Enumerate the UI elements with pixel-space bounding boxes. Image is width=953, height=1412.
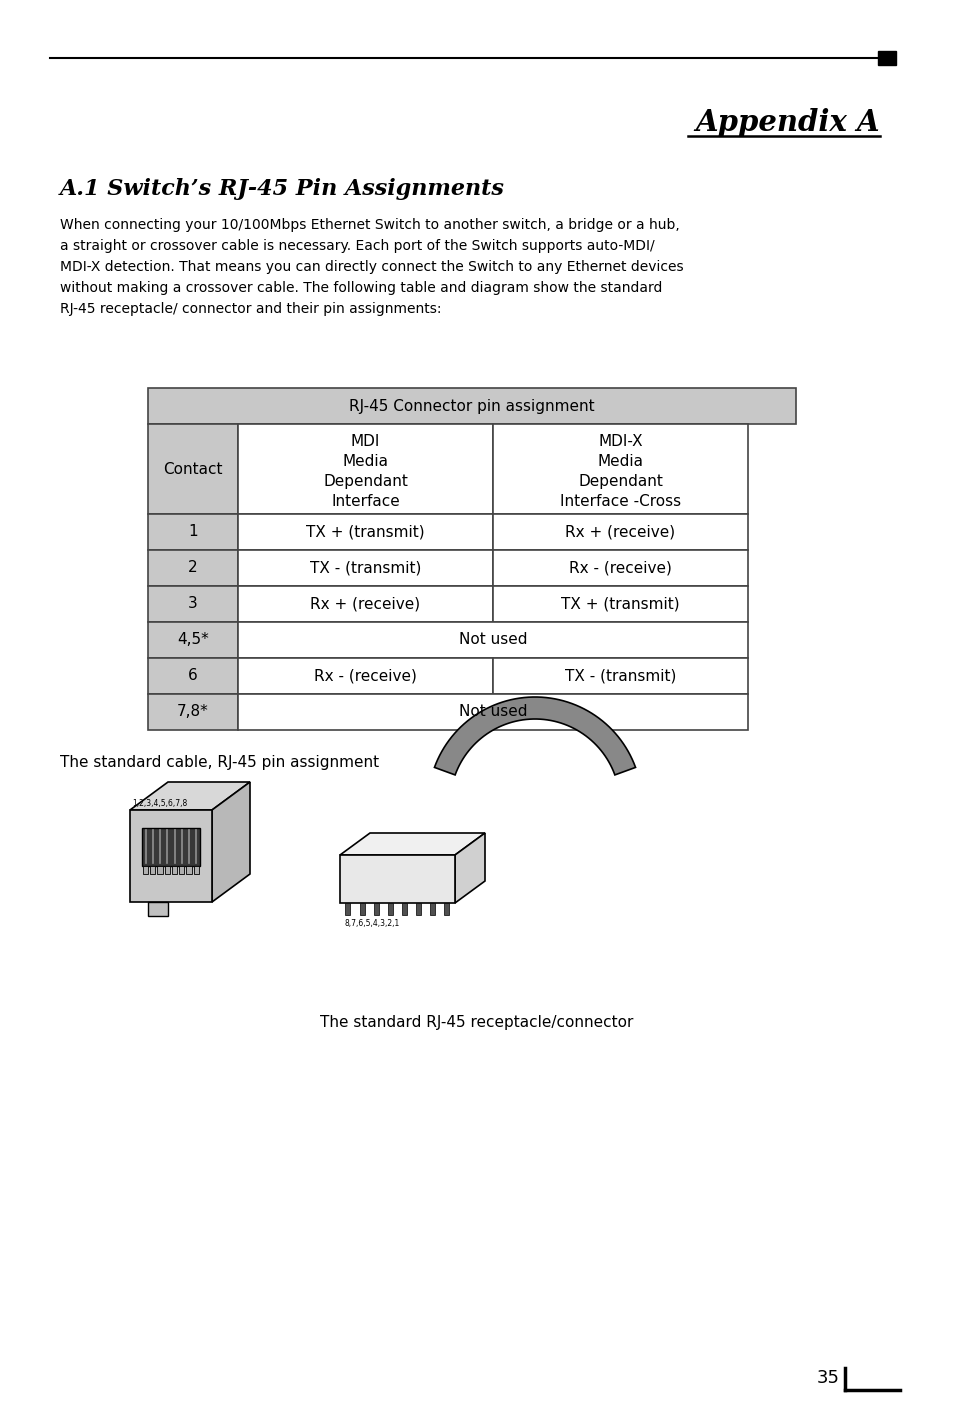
Polygon shape bbox=[148, 902, 168, 916]
Text: Media: Media bbox=[597, 455, 643, 469]
Text: A.1 Switch’s RJ-45 Pin Assignments: A.1 Switch’s RJ-45 Pin Assignments bbox=[60, 178, 504, 201]
Text: RJ-45 Connector pin assignment: RJ-45 Connector pin assignment bbox=[349, 398, 594, 414]
Bar bbox=[148, 623, 237, 658]
Text: RJ-45 receptacle/ connector and their pin assignments:: RJ-45 receptacle/ connector and their pi… bbox=[60, 302, 441, 316]
Text: The standard cable, RJ-45 pin assignment: The standard cable, RJ-45 pin assignment bbox=[60, 755, 378, 770]
Bar bbox=[430, 904, 435, 915]
Text: 1: 1 bbox=[188, 524, 197, 539]
Text: MDI-X detection. That means you can directly connect the Switch to any Ethernet : MDI-X detection. That means you can dire… bbox=[60, 260, 683, 274]
Text: When connecting your 10/100Mbps Ethernet Switch to another switch, a bridge or a: When connecting your 10/100Mbps Ethernet… bbox=[60, 217, 679, 232]
Text: Rx - (receive): Rx - (receive) bbox=[569, 561, 671, 576]
Bar bbox=[142, 827, 200, 866]
Text: 2: 2 bbox=[188, 561, 197, 576]
Bar bbox=[237, 623, 747, 658]
Bar bbox=[150, 866, 155, 874]
Bar bbox=[193, 866, 199, 874]
Bar bbox=[374, 904, 378, 915]
Text: Dependant: Dependant bbox=[323, 474, 408, 489]
Bar bbox=[877, 51, 895, 65]
Polygon shape bbox=[455, 833, 484, 904]
Bar bbox=[493, 551, 747, 586]
Bar bbox=[143, 866, 148, 874]
Text: Media: Media bbox=[342, 455, 388, 469]
Text: without making a crossover cable. The following table and diagram show the stand: without making a crossover cable. The fo… bbox=[60, 281, 661, 295]
Bar bbox=[237, 658, 493, 695]
Bar bbox=[416, 904, 421, 915]
Text: Interface -Cross: Interface -Cross bbox=[559, 494, 680, 508]
Bar bbox=[148, 586, 237, 623]
Bar bbox=[148, 551, 237, 586]
Text: TX - (transmit): TX - (transmit) bbox=[310, 561, 420, 576]
Bar bbox=[388, 904, 393, 915]
Bar bbox=[148, 695, 237, 730]
Text: 3: 3 bbox=[188, 596, 197, 611]
Text: MDI-X: MDI-X bbox=[598, 433, 642, 449]
Bar bbox=[493, 658, 747, 695]
Text: 1,2,3,4,5,6,7,8: 1,2,3,4,5,6,7,8 bbox=[132, 799, 187, 808]
Text: 4,5*: 4,5* bbox=[177, 633, 209, 648]
Bar bbox=[493, 586, 747, 623]
Polygon shape bbox=[339, 833, 484, 856]
Bar bbox=[237, 424, 493, 514]
Text: MDI: MDI bbox=[351, 433, 380, 449]
Bar bbox=[148, 514, 237, 551]
Bar bbox=[148, 388, 795, 424]
Text: a straight or crossover cable is necessary. Each port of the Switch supports aut: a straight or crossover cable is necessa… bbox=[60, 239, 654, 253]
Text: Dependant: Dependant bbox=[578, 474, 662, 489]
Bar bbox=[179, 866, 184, 874]
Bar bbox=[237, 551, 493, 586]
Bar bbox=[339, 856, 455, 904]
Bar bbox=[148, 424, 237, 514]
Bar bbox=[157, 866, 163, 874]
Text: Rx - (receive): Rx - (receive) bbox=[314, 668, 416, 683]
Bar bbox=[237, 586, 493, 623]
Text: Interface: Interface bbox=[331, 494, 399, 508]
Bar bbox=[237, 695, 747, 730]
Polygon shape bbox=[212, 782, 250, 902]
Text: 35: 35 bbox=[816, 1370, 840, 1387]
Bar bbox=[148, 658, 237, 695]
Text: TX + (transmit): TX + (transmit) bbox=[560, 596, 679, 611]
Text: 6: 6 bbox=[188, 668, 197, 683]
Bar bbox=[359, 904, 364, 915]
Text: 7,8*: 7,8* bbox=[177, 705, 209, 720]
Text: TX + (transmit): TX + (transmit) bbox=[306, 524, 424, 539]
Text: Contact: Contact bbox=[163, 462, 222, 476]
Text: 8,7,6,5,4,3,2,1: 8,7,6,5,4,3,2,1 bbox=[345, 919, 400, 928]
Polygon shape bbox=[434, 698, 635, 775]
Text: Rx + (receive): Rx + (receive) bbox=[565, 524, 675, 539]
Bar bbox=[493, 424, 747, 514]
Text: The standard RJ-45 receptacle/connector: The standard RJ-45 receptacle/connector bbox=[320, 1015, 633, 1029]
Bar bbox=[237, 514, 493, 551]
Bar bbox=[186, 866, 192, 874]
Bar bbox=[130, 810, 212, 902]
Text: Not used: Not used bbox=[458, 705, 527, 720]
Text: TX - (transmit): TX - (transmit) bbox=[564, 668, 676, 683]
Text: Rx + (receive): Rx + (receive) bbox=[310, 596, 420, 611]
Polygon shape bbox=[130, 782, 250, 810]
Bar bbox=[493, 514, 747, 551]
Bar bbox=[345, 904, 350, 915]
Bar bbox=[172, 866, 177, 874]
Text: Appendix A: Appendix A bbox=[695, 107, 879, 137]
Text: Not used: Not used bbox=[458, 633, 527, 648]
Bar bbox=[444, 904, 449, 915]
Bar bbox=[401, 904, 407, 915]
Bar bbox=[165, 866, 170, 874]
